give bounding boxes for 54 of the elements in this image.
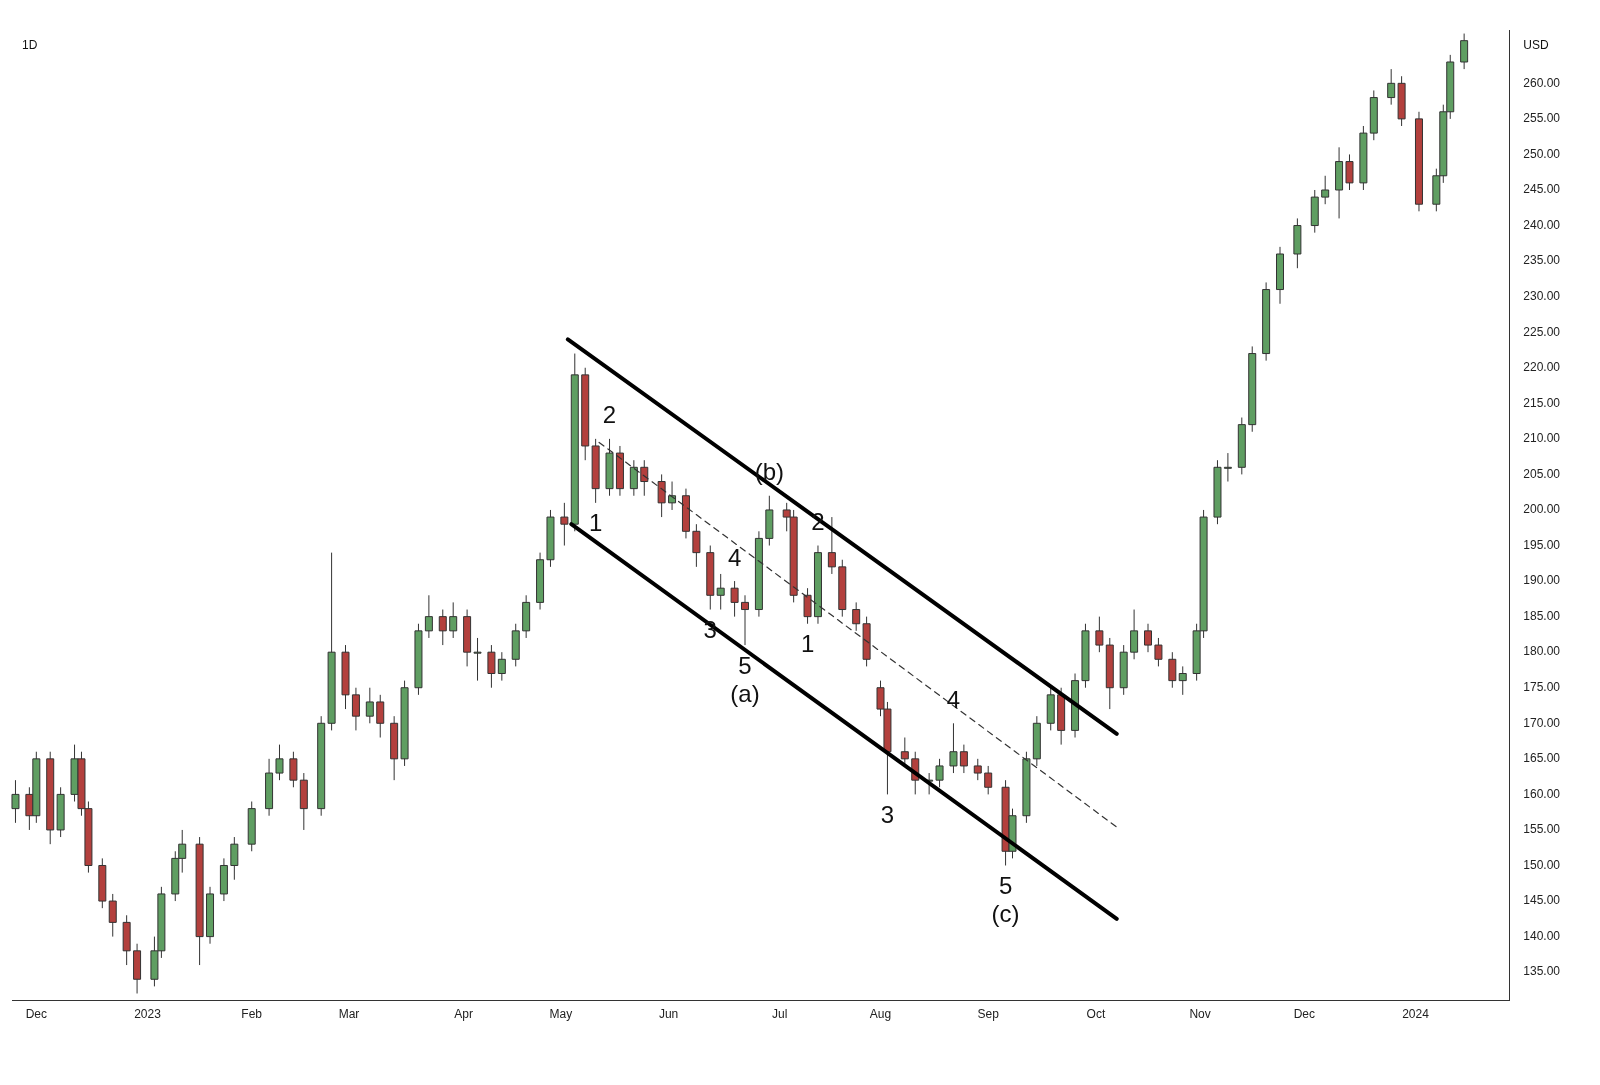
y-tick-label: 135.00 [1523,964,1561,979]
y-tick-label: 140.00 [1523,928,1561,943]
x-tick-label: Aug [869,1007,892,1022]
y-tick-label: 240.00 [1523,217,1561,232]
text: 1D [22,38,38,53]
x-tick-label: Dec [1293,1007,1315,1022]
y-tick-label: 230.00 [1523,288,1561,303]
y-tick-label: 245.00 [1523,182,1561,197]
x-tick-label: 2024 [1402,1007,1430,1022]
y-tick-label: 250.00 [1523,146,1561,161]
y-axis-title: USD [1523,38,1549,53]
candlestick [1144,623,1152,653]
y-tick-label: 155.00 [1523,822,1561,837]
y-tick-label: 160.00 [1523,786,1561,801]
x-tick-label: Oct [1086,1007,1106,1022]
y-tick-label: 235.00 [1523,253,1561,268]
y-tick-label: 175.00 [1523,680,1561,695]
annotation: 1 [588,509,603,537]
x-tick-label: May [549,1007,573,1022]
y-tick-label: 190.00 [1523,573,1561,588]
x-tick-label: Nov [1189,1007,1211,1022]
x-tick-label: Mar [338,1007,360,1022]
x-tick-label: Jul [772,1007,788,1022]
x-tick-label: Feb [241,1007,263,1022]
annotation: 4 [946,685,961,713]
annotation: 1 [800,630,815,658]
x-tick-label: Apr [454,1007,473,1022]
annotation: 4 [727,543,742,571]
y-tick-label: 210.00 [1523,431,1561,446]
annotation: (b) [754,458,785,486]
y-tick-label: 200.00 [1523,502,1561,517]
y-tick-label: 165.00 [1523,751,1561,766]
x-tick-label: Jun [658,1007,679,1022]
y-tick-label: 260.00 [1523,75,1561,90]
y-tick-label: 180.00 [1523,644,1561,659]
y-tick-label: 205.00 [1523,466,1561,481]
y-tick-label: 255.00 [1523,111,1561,126]
y-tick-label: 170.00 [1523,715,1561,730]
y-tick-label: 225.00 [1523,324,1561,339]
x-tick-label: Dec [25,1007,47,1022]
y-tick-label: 220.00 [1523,360,1561,375]
y-tick-label: 215.00 [1523,395,1561,410]
annotation: (a) [730,679,760,707]
y-tick-label: 195.00 [1523,537,1561,552]
y-tick-label: 145.00 [1523,893,1561,908]
x-tick-label: 2023 [134,1007,162,1022]
annotation: 5 [738,651,752,679]
annotation: 3 [880,801,895,829]
y-tick-label: 185.00 [1523,608,1561,623]
annotation: (c) [991,900,1020,928]
x-tick-label: Sep [977,1007,1000,1022]
annotation: 2 [602,401,617,429]
annotation: 5 [998,872,1013,900]
y-tick-label: 150.00 [1523,857,1561,872]
